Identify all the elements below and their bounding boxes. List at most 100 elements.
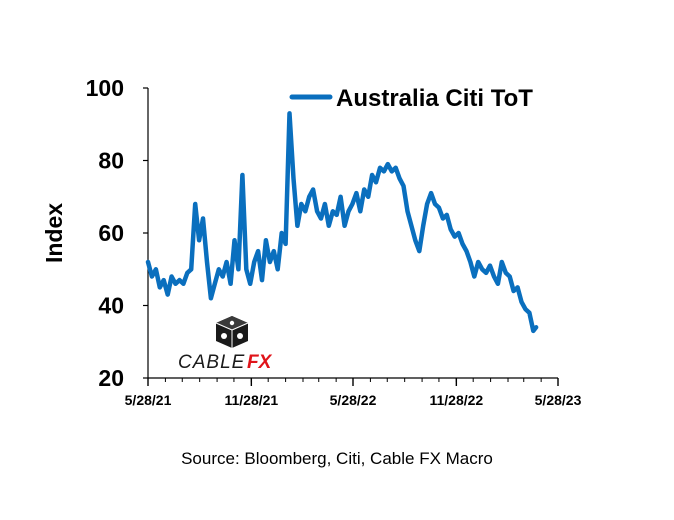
data-point: [272, 249, 276, 253]
data-point: [240, 173, 244, 177]
data-point: [193, 202, 197, 206]
data-point: [508, 274, 512, 279]
data-point: [394, 166, 398, 170]
data-point: [425, 202, 429, 206]
data-point: [252, 260, 256, 264]
data-point: [284, 242, 288, 246]
data-point: [146, 260, 150, 264]
data-point: [236, 267, 240, 271]
data-point: [511, 289, 516, 293]
data-point: [519, 300, 524, 304]
data-point: [362, 187, 366, 192]
data-point: [280, 231, 284, 235]
data-point: [319, 216, 323, 221]
data-point: [248, 282, 252, 286]
x-tick-label: 5/28/23: [535, 392, 582, 408]
data-point: [374, 180, 378, 184]
data-point: [268, 260, 272, 264]
x-tick-label: 5/28/21: [125, 392, 172, 408]
cable-fx-watermark: CABLE FX: [178, 316, 273, 373]
data-point: [417, 249, 421, 253]
x-tick-label: 11/28/21: [224, 392, 278, 408]
x-tick-label: 5/28/22: [330, 392, 377, 408]
data-point: [158, 285, 162, 289]
legend-label: Australia Citi ToT: [336, 85, 533, 112]
data-point: [457, 231, 461, 235]
data-point: [405, 209, 410, 213]
y-tick-label: 20: [98, 365, 124, 391]
data-point: [496, 282, 500, 286]
data-point: [398, 177, 402, 181]
data-point: [480, 267, 484, 271]
data-point: [331, 209, 335, 213]
series-line: [145, 111, 539, 334]
data-point: [244, 267, 248, 271]
data-point: [488, 264, 492, 268]
y-tick-label: 60: [98, 220, 124, 246]
data-point: [213, 282, 217, 286]
data-point: [335, 213, 339, 217]
data-point: [197, 238, 201, 242]
data-point: [303, 209, 307, 213]
data-point: [413, 238, 417, 242]
data-point: [378, 166, 382, 170]
data-point: [166, 293, 170, 297]
legend: Australia Citi ToT: [289, 85, 533, 112]
data-point: [370, 173, 374, 177]
data-point: [358, 209, 362, 213]
data-point: [346, 209, 351, 213]
data-point: [185, 271, 189, 275]
data-point: [162, 278, 166, 282]
data-point: [409, 224, 413, 228]
watermark-text-cable: CABLE: [178, 352, 245, 373]
data-point: [484, 271, 488, 275]
data-point: [460, 242, 465, 246]
data-point: [177, 278, 182, 282]
data-point: [350, 202, 354, 206]
data-point: [453, 235, 457, 239]
data-point: [287, 111, 292, 115]
data-point: [421, 224, 425, 228]
data-point: [256, 249, 260, 253]
data-point: [382, 169, 386, 173]
data-point: [225, 260, 229, 264]
data-point: [276, 267, 280, 271]
data-point: [315, 209, 319, 213]
data-point: [468, 260, 472, 264]
data-point: [209, 296, 213, 300]
data-point: [527, 311, 532, 315]
data-point: [299, 202, 303, 206]
y-tick-label: 40: [98, 293, 124, 319]
data-point: [217, 267, 221, 271]
data-point: [201, 216, 205, 221]
axes: 20 40 60 80 100 5/28/21 11/28/21 5/28/22 11/28/2…: [41, 75, 582, 408]
data-point: [531, 329, 535, 333]
data-point: [366, 195, 370, 199]
dice-currency-icon: [215, 316, 249, 348]
data-point: [343, 224, 347, 228]
data-point: [472, 274, 476, 279]
data-point: [323, 202, 327, 206]
data-point: [260, 278, 264, 282]
data-point: [386, 162, 390, 166]
y-tick-label: 80: [98, 148, 124, 174]
data-point: [173, 282, 178, 286]
data-point: [441, 216, 445, 221]
data-point: [264, 238, 268, 242]
data-point: [232, 238, 237, 242]
data-point: [339, 195, 343, 199]
data-point: [170, 274, 174, 279]
y-axis-title: Index: [41, 203, 67, 263]
data-point: [516, 285, 520, 289]
data-point: [354, 191, 358, 195]
data-point: [307, 195, 311, 199]
data-point: [429, 191, 433, 195]
data-point: [221, 274, 225, 279]
data-point: [500, 260, 504, 264]
data-point: [433, 202, 437, 206]
data-point: [295, 224, 299, 228]
data-point: [523, 307, 528, 311]
data-point: [437, 206, 441, 210]
